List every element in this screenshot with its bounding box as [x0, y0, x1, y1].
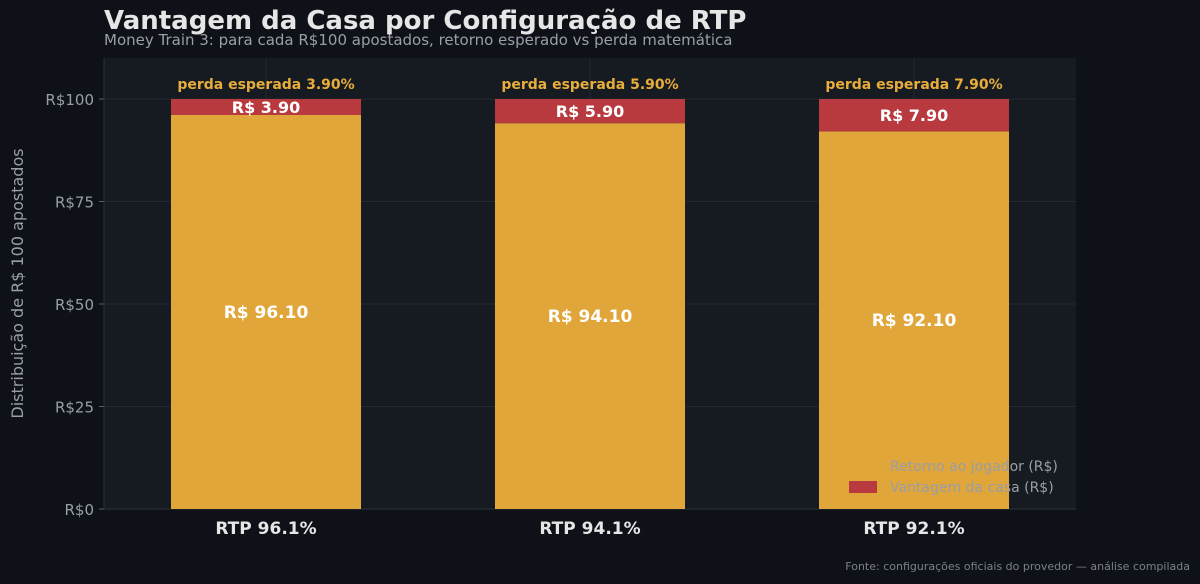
y-tick-label: R$50 [55, 296, 94, 314]
y-tick-label: R$25 [55, 399, 94, 417]
x-tick-label: RTP 92.1% [863, 519, 964, 539]
bar-house-edge [819, 99, 1009, 132]
bar-player-return [819, 131, 1009, 509]
data-label-player-return: R$ 96.10 [224, 303, 309, 323]
source-note: Fonte: configurações oficiais do provedo… [845, 560, 1190, 573]
expected-loss-annotation: perda esperada 5.90% [501, 77, 678, 93]
data-label-house-edge: R$ 7.90 [880, 106, 949, 125]
bar-house-edge [495, 99, 685, 124]
y-tick-label: R$75 [55, 194, 94, 212]
expected-loss-annotation: perda esperada 7.90% [825, 77, 1002, 93]
y-axis-label: Distribuição de R$ 100 apostados [8, 148, 27, 418]
legend-label-player-return: Retorno ao jogador (R$) [890, 459, 1058, 475]
bar-player-return [171, 114, 361, 510]
legend-swatch-player-return [849, 460, 877, 472]
expected-loss-annotation: perda esperada 3.90% [177, 77, 354, 93]
legend-label-house-edge: Vantagem da casa (R$) [890, 480, 1054, 496]
chart-title: Vantagem da Casa por Configuração de RTP [104, 6, 747, 36]
data-label-player-return: R$ 92.10 [872, 311, 957, 331]
data-label-house-edge: R$ 5.90 [556, 102, 625, 121]
data-label-player-return: R$ 94.10 [548, 307, 633, 327]
x-tick-label: RTP 94.1% [539, 519, 640, 539]
data-label-house-edge: R$ 3.90 [232, 98, 301, 117]
bar-house-edge [171, 99, 361, 115]
bar-player-return [495, 123, 685, 509]
x-tick-label: RTP 96.1% [215, 519, 316, 539]
legend-swatch-house-edge [849, 481, 877, 493]
chart-subtitle: Money Train 3: para cada R$100 apostados… [104, 31, 733, 49]
y-tick-label: R$0 [64, 501, 94, 519]
y-tick-label: R$100 [45, 91, 94, 109]
